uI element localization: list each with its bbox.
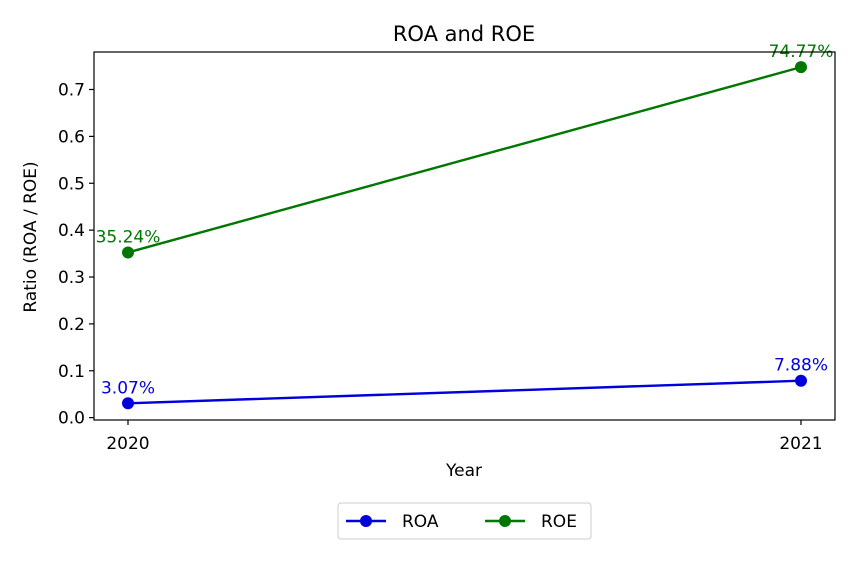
roa-data-point: [122, 397, 134, 410]
roe-data-point: [122, 246, 134, 259]
roe-data-label: 35.24%: [96, 227, 161, 247]
legend-frame: [337, 502, 592, 540]
roa-data-label: 7.88%: [774, 356, 828, 376]
y-tick-label: 0.3: [58, 268, 85, 288]
roa-data-point: [795, 374, 807, 387]
y-tick-label: 0.0: [58, 409, 85, 429]
roa-data-label: 3.07%: [101, 378, 155, 398]
y-axis-label: Ratio (ROA / ROE): [21, 161, 41, 312]
x-tick-label: 2021: [779, 434, 822, 454]
roa-series-line: [127, 379, 802, 405]
legend-items: ROA ROE: [346, 512, 577, 532]
y-tick-label: 0.5: [58, 174, 85, 194]
legend-roe-label: ROE: [541, 512, 577, 532]
x-axis-label: Year: [445, 461, 482, 481]
y-tick-label: 0.7: [58, 81, 85, 101]
y-tick-label: 0.6: [58, 127, 85, 147]
plot-frame: [93, 51, 836, 421]
legend-roe-marker: [499, 515, 511, 527]
x-tick-label: 2020: [106, 434, 149, 454]
x-axis-ticks: 2020 2021: [106, 420, 823, 454]
roe-data-point: [795, 61, 807, 74]
legend: ROA ROE: [337, 502, 592, 540]
y-axis-ticks: 0.0 0.1 0.2 0.3 0.4 0.5 0.6 0.7: [58, 81, 94, 429]
legend-roa-label: ROA: [402, 512, 439, 532]
chart-title: ROA and ROE: [393, 22, 535, 46]
series-layer: 3.07%7.88%35.24%74.77%: [96, 42, 833, 410]
y-tick-label: 0.1: [58, 362, 85, 382]
roe-series-line: [127, 65, 802, 254]
y-tick-label: 0.2: [58, 315, 85, 335]
legend-roa-marker: [360, 515, 372, 527]
y-tick-label: 0.4: [58, 221, 85, 241]
